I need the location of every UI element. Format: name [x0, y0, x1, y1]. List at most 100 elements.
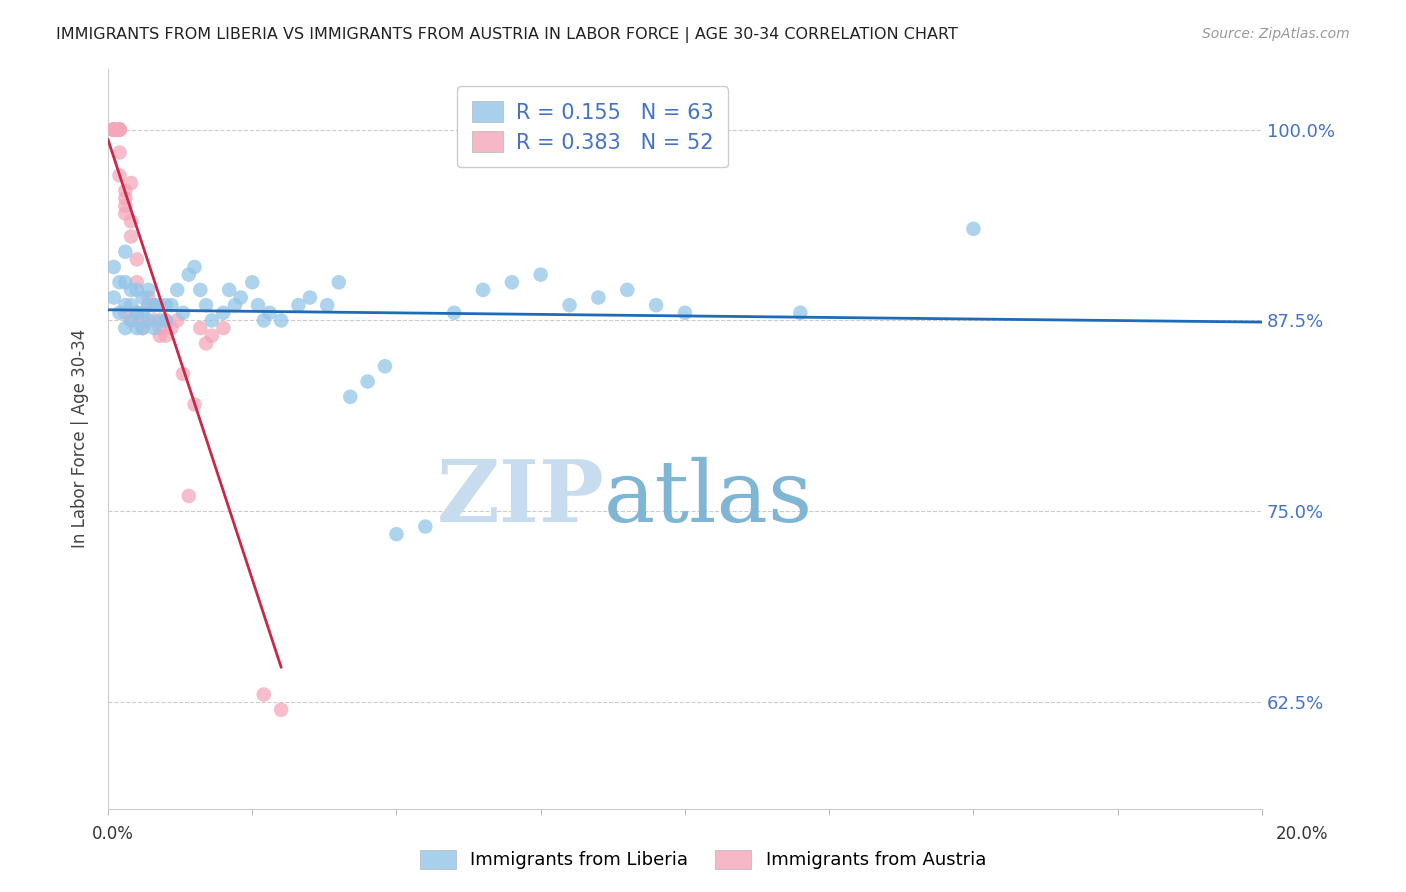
Point [149, 313, 172, 327]
Point [588, 291, 610, 305]
Point [356, 375, 378, 389]
Point [212, 321, 235, 335]
Point [108, 122, 131, 136]
Point [160, 298, 183, 312]
Point [103, 122, 125, 136]
Point [201, 313, 224, 327]
Point [246, 298, 269, 312]
Point [328, 275, 350, 289]
Point [103, 260, 125, 274]
Point [645, 298, 668, 312]
Point [443, 306, 465, 320]
Point [138, 291, 160, 305]
Point [131, 306, 153, 320]
Point [125, 306, 148, 320]
Point [138, 298, 160, 312]
Point [253, 688, 276, 702]
Point [114, 184, 136, 198]
Point [166, 313, 188, 327]
Point [120, 298, 142, 312]
Point [125, 321, 148, 335]
Point [177, 268, 200, 282]
Point [155, 313, 177, 327]
Point [224, 298, 246, 312]
Point [160, 321, 183, 335]
Point [149, 321, 172, 335]
Text: 0.0%: 0.0% [91, 825, 134, 843]
Point [120, 313, 142, 327]
Point [218, 283, 240, 297]
Point [195, 336, 218, 351]
Point [125, 275, 148, 289]
Point [501, 275, 523, 289]
Point [558, 298, 581, 312]
Point [212, 306, 235, 320]
Text: atlas: atlas [605, 457, 813, 540]
Point [143, 298, 166, 312]
Point [155, 298, 177, 312]
Point [172, 306, 194, 320]
Point [114, 191, 136, 205]
Point [120, 229, 142, 244]
Legend: Immigrants from Liberia, Immigrants from Austria: Immigrants from Liberia, Immigrants from… [411, 841, 995, 879]
Point [114, 199, 136, 213]
Text: 20.0%: 20.0% [1277, 825, 1329, 843]
Point [103, 122, 125, 136]
Point [188, 321, 211, 335]
Point [114, 306, 136, 320]
Point [108, 306, 131, 320]
Point [125, 252, 148, 267]
Point [149, 298, 172, 312]
Point [103, 122, 125, 136]
Point [114, 321, 136, 335]
Point [149, 328, 172, 343]
Point [131, 321, 153, 335]
Point [155, 328, 177, 343]
Point [120, 214, 142, 228]
Point [103, 122, 125, 136]
Point [413, 519, 436, 533]
Point [616, 283, 638, 297]
Text: ZIP: ZIP [436, 456, 605, 540]
Point [962, 222, 984, 236]
Point [183, 260, 205, 274]
Point [143, 313, 166, 327]
Point [240, 275, 263, 289]
Point [131, 313, 153, 327]
Y-axis label: In Labor Force | Age 30-34: In Labor Force | Age 30-34 [72, 329, 89, 549]
Point [188, 283, 211, 297]
Point [108, 169, 131, 183]
Point [114, 244, 136, 259]
Point [143, 321, 166, 335]
Point [259, 306, 281, 320]
Point [166, 283, 188, 297]
Point [131, 291, 153, 305]
Point [103, 122, 125, 136]
Point [108, 145, 131, 160]
Point [229, 291, 252, 305]
Point [339, 390, 361, 404]
Point [131, 321, 153, 335]
Point [120, 283, 142, 297]
Point [385, 527, 408, 541]
Text: IMMIGRANTS FROM LIBERIA VS IMMIGRANTS FROM AUSTRIA IN LABOR FORCE | AGE 30-34 CO: IMMIGRANTS FROM LIBERIA VS IMMIGRANTS FR… [56, 27, 957, 43]
Point [183, 397, 205, 411]
Point [138, 298, 160, 312]
Point [114, 206, 136, 220]
Point [103, 122, 125, 136]
Point [108, 122, 131, 136]
Point [270, 313, 292, 327]
Point [103, 122, 125, 136]
Point [108, 275, 131, 289]
Point [155, 313, 177, 327]
Point [103, 122, 125, 136]
Point [673, 306, 696, 320]
Point [103, 122, 125, 136]
Point [108, 122, 131, 136]
Point [125, 283, 148, 297]
Point [114, 275, 136, 289]
Point [143, 298, 166, 312]
Point [172, 367, 194, 381]
Point [253, 313, 276, 327]
Point [298, 291, 321, 305]
